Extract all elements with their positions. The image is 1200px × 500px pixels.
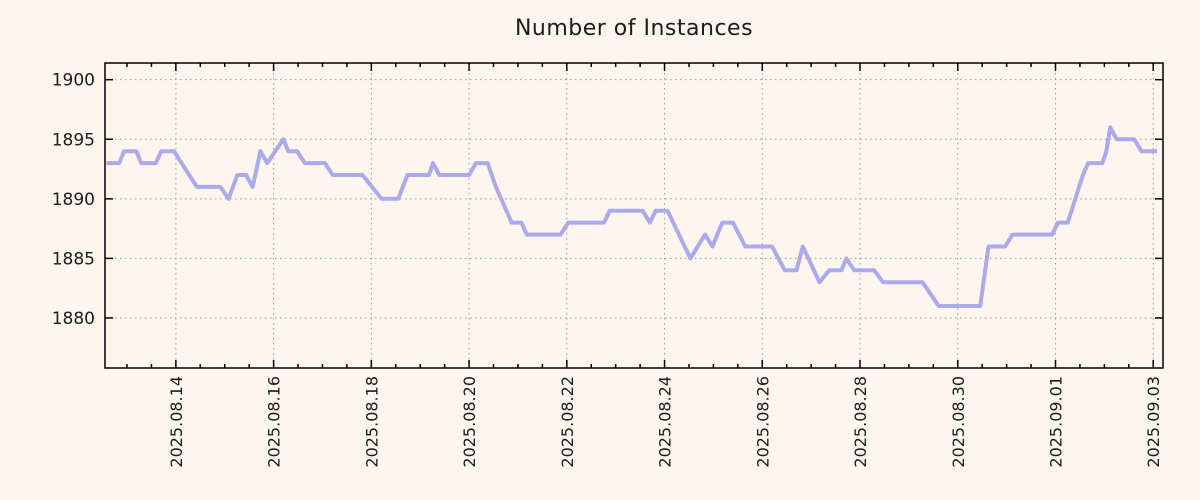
- y-tick-label: 1880: [52, 309, 95, 329]
- x-tick-label: 2025.09.01: [1046, 376, 1065, 468]
- x-tick-label: 2025.08.16: [265, 376, 284, 468]
- x-tick-label: 2025.08.28: [851, 376, 870, 468]
- x-tick-label: 2025.08.26: [753, 376, 772, 468]
- x-tick-label: 2025.08.22: [558, 376, 577, 468]
- y-tick-label: 1895: [52, 130, 95, 150]
- x-tick-label: 2025.08.14: [167, 376, 186, 468]
- data-line-instances: [106, 125, 1158, 308]
- x-tick-label: 2025.08.30: [949, 376, 968, 468]
- chart-title: Number of Instances: [514, 16, 754, 41]
- x-tick-label: 2025.08.24: [656, 376, 675, 468]
- y-tick-label: 1890: [52, 190, 95, 210]
- plot-border: [104, 62, 1164, 369]
- x-tick-label: 2025.08.18: [362, 376, 381, 468]
- y-tick-label: 1900: [52, 71, 95, 91]
- x-tick-label: 2025.09.03: [1144, 376, 1163, 468]
- x-tick-label: 2025.08.20: [460, 376, 479, 468]
- y-tick-label: 1885: [52, 249, 95, 269]
